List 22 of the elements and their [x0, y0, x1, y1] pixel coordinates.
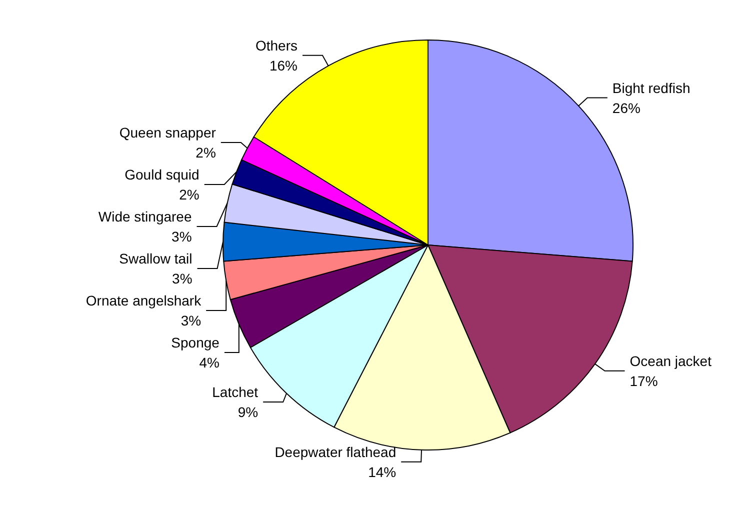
slice-label: Swallow tail	[119, 250, 192, 267]
data-label: 3%	[180, 312, 202, 329]
data-label: 17%	[630, 372, 658, 389]
data-label: 2%	[196, 144, 216, 161]
data-label: 3%	[172, 228, 192, 245]
data-label: 4%	[199, 354, 220, 371]
slice-label: Ornate angelshark	[86, 292, 202, 309]
slice-label: Deepwater flathead	[274, 444, 396, 460]
data-label: 16%	[269, 57, 298, 74]
slice-label: Gould squid	[124, 166, 200, 183]
data-label: 3%	[172, 270, 192, 287]
slice-label: Ocean jacket	[630, 352, 712, 369]
data-label: 2%	[179, 186, 200, 203]
slice-label: Bight redfish	[612, 80, 690, 96]
slice-label: Sponge	[171, 334, 220, 351]
slice-label: Latchet	[212, 384, 258, 400]
slice-label: Queen snapper	[119, 124, 216, 141]
slice-label: Others	[255, 37, 298, 54]
slice-label: Wide stingaree	[98, 208, 192, 225]
data-label: 26%	[612, 100, 640, 116]
data-label: 14%	[368, 464, 396, 480]
data-label: 9%	[238, 404, 258, 420]
